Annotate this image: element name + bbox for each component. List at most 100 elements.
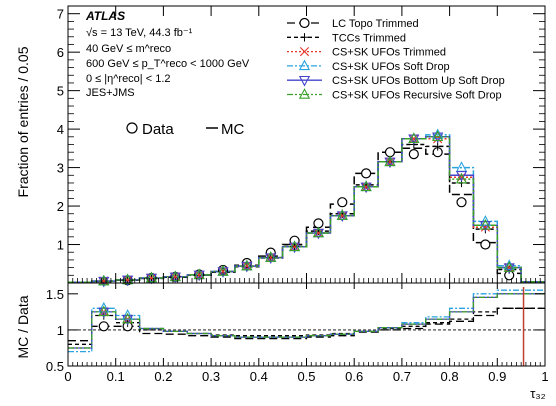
point-3-18 — [503, 259, 515, 270]
point-2-10 — [313, 228, 324, 238]
legend-entry-0: LC Topo Trimmed — [287, 17, 419, 30]
point-5-12 — [360, 180, 372, 192]
legend-entry-2: CS+SK UFOs Trimmed — [287, 47, 446, 59]
point-4-13 — [384, 157, 396, 169]
point-3-17 — [479, 215, 491, 226]
mc-series-4 — [68, 136, 545, 283]
style-legend-data-label: Data — [142, 121, 174, 138]
ratio-histogram-1 — [68, 307, 545, 345]
annotation-line-4: 0 ≤ |η^reco| < 1.2 — [86, 73, 171, 85]
legend-marker-3 — [298, 59, 311, 71]
y-tick-label-4: 5 — [57, 84, 64, 99]
ratio-point-5-1 — [98, 305, 110, 317]
legend-label-0: LC Topo Trimmed — [332, 18, 419, 30]
ratio-series-5 — [68, 293, 545, 349]
point-5-9 — [288, 240, 301, 252]
point-2-11 — [337, 211, 347, 221]
legend-label-4: CS+SK UFOs Bottom Up Soft Drop — [332, 75, 505, 87]
legend-marker-0 — [299, 17, 310, 29]
point-5-6 — [217, 265, 229, 276]
point-4-4 — [169, 272, 181, 284]
x-tick-label-1: 0.1 — [107, 369, 125, 384]
legend-entry-1: TCCs Trimmed — [287, 32, 406, 44]
x-tick-label-8: 0.8 — [441, 369, 459, 384]
mc-histogram-4 — [68, 136, 545, 283]
y-tick-label-6: 7 — [57, 7, 64, 22]
ratio-panel-series — [68, 287, 545, 366]
point-2-8 — [266, 253, 276, 263]
point-5-15 — [432, 130, 444, 142]
annotation-line-5: JES+JMS — [86, 87, 135, 99]
point-4-9 — [288, 242, 301, 254]
point-2-7 — [242, 261, 252, 271]
markers-4 — [98, 132, 515, 288]
ratio-histogram-0 — [68, 307, 545, 342]
markers-5 — [98, 130, 515, 286]
ratio-markers-0 — [98, 321, 133, 332]
y-axis-title: Fraction of entries / 0.05 — [15, 46, 31, 197]
point-4-16 — [455, 171, 468, 182]
ratio-markers-3 — [98, 301, 134, 320]
legend-entry-4: CS+SK UFOs Bottom Up Soft Drop — [287, 75, 505, 87]
legend-marker-2 — [299, 47, 310, 57]
y-tick-label-3: 4 — [57, 122, 64, 137]
series-legend: LC Topo Trimmed TCCs Trimmed CS+SK UFOs Tr… — [287, 17, 505, 102]
ratio-point-4-2 — [122, 314, 134, 326]
x-tick-label-3: 0.3 — [202, 369, 220, 384]
point-5-10 — [312, 226, 325, 238]
point-2-5 — [194, 270, 204, 280]
legend-label-2: CS+SK UFOs Trimmed — [332, 47, 446, 59]
point-4-5 — [193, 270, 205, 282]
point-5-5 — [193, 268, 205, 280]
point-5-11 — [336, 209, 348, 220]
axes: 0 0.1 0.2 0.3 0.4 0.5 0.6 0.7 0.8 0.9 1 1 2 3 4 5 6 7 0.5 1… — [46, 5, 549, 384]
point-2-6 — [218, 266, 228, 277]
point-0-13 — [384, 147, 396, 158]
style-legend-data-marker — [126, 122, 138, 134]
legend-marker-5 — [298, 88, 311, 99]
x-tick-label-6: 0.6 — [345, 369, 363, 384]
point-5-13 — [384, 155, 396, 167]
point-0-14 — [408, 149, 419, 160]
point-5-14 — [408, 132, 420, 143]
x-tick-label-0: 0 — [64, 369, 71, 384]
legend-entry-3: CS+SK UFOs Soft Drop — [287, 59, 450, 73]
point-5-3 — [145, 271, 158, 283]
legend-label-3: CS+SK UFOs Soft Drop — [332, 61, 450, 73]
point-4-8 — [265, 253, 277, 264]
point-0-10 — [313, 218, 324, 229]
point-3-16 — [455, 161, 468, 172]
point-4-12 — [360, 182, 372, 194]
ratio-point-3-1 — [98, 301, 110, 313]
annotation-line-3: 600 GeV ≤ p_T^reco < 1000 GeV — [86, 58, 250, 70]
x-tick-label-4: 0.4 — [250, 369, 268, 384]
ratio-histogram-5 — [68, 293, 545, 349]
point-2-4 — [170, 272, 180, 282]
point-5-17 — [479, 218, 491, 230]
ratio-markers-5 — [98, 305, 134, 324]
y-tick-label-5: 6 — [57, 45, 64, 60]
point-2-1 — [99, 276, 109, 286]
point-4-18 — [503, 263, 515, 274]
point-2-12 — [361, 182, 371, 192]
ratio-series-1 — [68, 307, 545, 345]
ratio-y-tick-label-1: 1 — [57, 323, 64, 338]
point-3-15 — [432, 128, 444, 140]
point-5-16 — [455, 172, 468, 184]
point-5-4 — [169, 270, 181, 282]
main-panel-series — [68, 128, 545, 288]
legend-marker-4 — [298, 75, 311, 87]
legend-label-5: CS+SK UFOs Recursive Soft Drop — [332, 90, 502, 102]
y-tick-label-2: 3 — [57, 161, 64, 176]
x-tick-label-7: 0.7 — [393, 369, 411, 384]
point-4-14 — [408, 134, 420, 146]
annotation-block: ATLAS √s = 13 TeV, 44.3 fb⁻¹ 40 GeV ≤ m^… — [85, 9, 250, 99]
legend-entry-5: CS+SK UFOs Recursive Soft Drop — [287, 88, 502, 102]
x-tick-label-9: 0.9 — [488, 369, 506, 384]
point-0-12 — [361, 168, 372, 179]
style-legend-mc-label: MC — [221, 121, 244, 138]
x-axis-title: τ₃₂ — [530, 386, 545, 401]
ratio-point-0-1 — [98, 321, 109, 332]
point-2-9 — [289, 242, 300, 252]
